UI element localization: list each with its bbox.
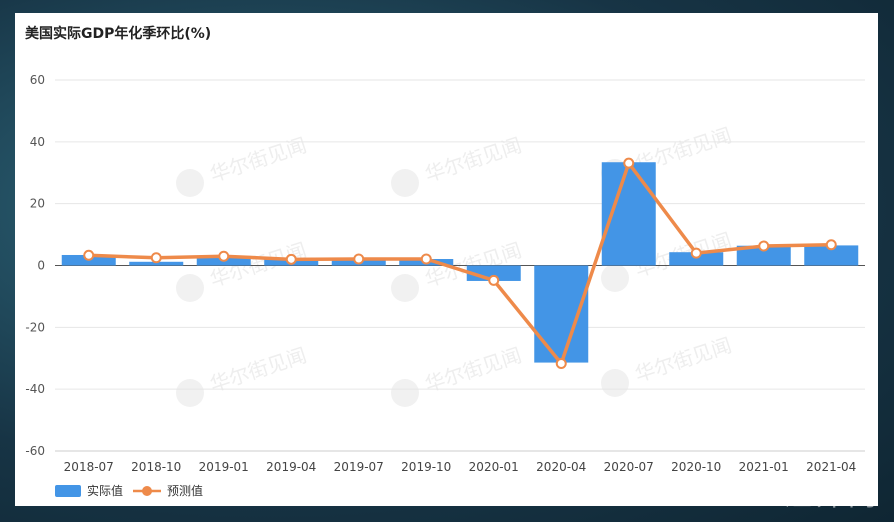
legend-bar-swatch [55, 485, 81, 497]
x-tick-label: 2018-07 [64, 460, 114, 474]
watermark-logo-icon [601, 264, 629, 292]
x-tick-label: 2018-10 [131, 460, 181, 474]
bar [736, 245, 791, 266]
forecast-point [758, 240, 770, 252]
forecast-point [150, 252, 162, 264]
watermark-logo-icon [176, 274, 204, 302]
forecast-point [555, 358, 567, 370]
x-tick-label: 2020-10 [671, 460, 721, 474]
watermark-logo-icon [391, 169, 419, 197]
bar [669, 252, 724, 266]
x-tick-label: 2021-04 [806, 460, 856, 474]
bar [534, 265, 589, 363]
legend-dot-swatch [142, 486, 152, 496]
legend-label-actual: 实际值 [87, 483, 123, 498]
chart-card: 美国实际GDP年化季环比(%) 华尔街见闻 华尔街见闻 华尔街见闻 华尔街见闻 华尔街见… [15, 13, 878, 506]
y-tick-label: 40 [30, 135, 45, 149]
watermark-text: 华尔街见闻 [207, 343, 310, 397]
x-tick-label: 2020-07 [604, 460, 654, 474]
x-tick-label: 2019-01 [199, 460, 249, 474]
forecast-point [690, 247, 702, 259]
chart-title: 美国实际GDP年化季环比(%) [25, 26, 212, 42]
x-tick-label: 2019-10 [401, 460, 451, 474]
forecast-point [285, 253, 297, 265]
forecast-point [825, 239, 837, 251]
bar [804, 245, 859, 266]
watermark-logo-icon [601, 369, 629, 397]
forecast-point [488, 274, 500, 286]
x-tick-label: 2021-01 [739, 460, 789, 474]
legend-label-forecast: 预测值 [167, 483, 203, 498]
forecast-line [88, 161, 832, 366]
watermark-logo-icon [176, 379, 204, 407]
forecast-point [353, 253, 365, 265]
watermark-text: 华尔街见闻 [422, 343, 525, 397]
x-tick-label: 2020-01 [469, 460, 519, 474]
y-tick-label: 0 [37, 259, 45, 273]
y-tick-label: -60 [25, 444, 45, 458]
watermark-logo-icon [391, 274, 419, 302]
watermark-text: 华尔街见闻 [422, 133, 525, 187]
watermark-text: 华尔街见闻 [207, 133, 310, 187]
forecast-point [218, 250, 230, 262]
forecast-point [623, 157, 635, 169]
bar [129, 261, 184, 266]
watermark-text: 华尔街见闻 [632, 333, 735, 387]
x-tick-label: 2019-07 [334, 460, 384, 474]
y-tick-label: 20 [30, 197, 45, 211]
y-tick-label: -40 [25, 382, 45, 396]
forecast-point [420, 253, 432, 265]
x-tick-label: 2020-04 [536, 460, 586, 474]
forecast-point [83, 249, 95, 261]
watermark-logo-icon [391, 379, 419, 407]
corner-watermark: 汇外网 [783, 479, 880, 512]
y-tick-label: 60 [30, 73, 45, 87]
y-tick-label: -20 [25, 320, 45, 334]
x-tick-label: 2019-04 [266, 460, 316, 474]
watermark-logo-icon [176, 169, 204, 197]
